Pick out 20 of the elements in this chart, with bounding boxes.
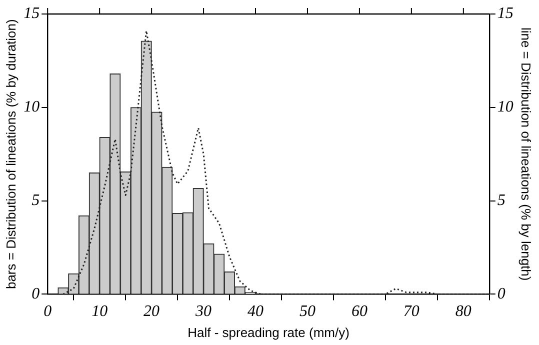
x-axis-title: Half - spreading rate (mm/y) [188, 324, 350, 340]
x-tick-label: 60 [351, 303, 368, 320]
y2-axis-title: line = Distribution of lineations (% by length) [518, 27, 534, 281]
y2-tick-label: 15 [497, 5, 514, 22]
x-tick-label: 30 [194, 303, 212, 320]
x-tick-label: 10 [92, 303, 108, 320]
y-tick-label: 15 [24, 5, 40, 22]
x-tick-label: 0 [44, 303, 52, 320]
y-tick-label: 5 [32, 192, 40, 210]
y-axis-title: bars = Distribution of lineations (% by duration) [3, 19, 18, 290]
x-tick-label: 70 [403, 303, 420, 320]
y2-tick-label: 10 [497, 98, 514, 116]
y2-tick-label: 5 [497, 192, 506, 210]
y2-tick-label: 0 [497, 285, 506, 302]
y-tick-label: 0 [32, 285, 40, 302]
x-tick-label: 80 [455, 303, 472, 320]
x-tick-label: 50 [299, 303, 316, 320]
y-tick-label: 10 [24, 98, 40, 116]
x-tick-label: 20 [144, 303, 160, 320]
x-tick-label: 40 [248, 303, 264, 320]
